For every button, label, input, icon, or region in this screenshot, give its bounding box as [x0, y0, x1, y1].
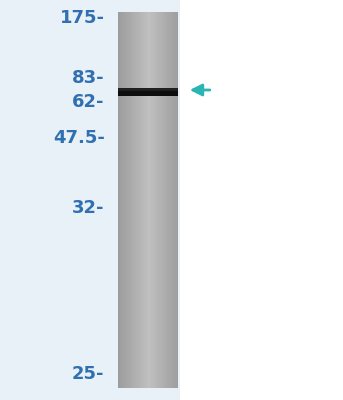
Bar — [137, 12, 138, 388]
Bar — [171, 12, 172, 388]
Bar — [127, 12, 129, 388]
Text: 32-: 32- — [72, 199, 105, 217]
Bar — [168, 12, 169, 388]
Bar — [126, 12, 127, 388]
Bar — [123, 12, 124, 388]
Bar — [157, 12, 159, 388]
Bar — [118, 88, 178, 89]
Bar — [145, 12, 147, 388]
Bar — [138, 12, 139, 388]
Bar — [148, 12, 150, 388]
Bar — [132, 12, 133, 388]
Bar — [151, 12, 153, 388]
Bar — [118, 12, 178, 388]
Text: 25-: 25- — [72, 365, 105, 383]
Bar — [165, 12, 166, 388]
Bar — [160, 12, 162, 388]
Bar — [124, 12, 126, 388]
Bar — [162, 12, 163, 388]
Bar — [159, 12, 160, 388]
Bar — [177, 12, 178, 388]
Bar — [133, 12, 135, 388]
Bar — [154, 12, 156, 388]
Bar — [141, 12, 142, 388]
Text: 83-: 83- — [72, 69, 105, 87]
Bar — [180, 0, 343, 400]
Bar — [118, 12, 120, 388]
Bar — [118, 94, 178, 95]
Bar — [142, 12, 144, 388]
Bar — [163, 12, 165, 388]
Bar — [174, 12, 175, 388]
Bar — [130, 12, 132, 388]
Bar — [144, 12, 145, 388]
Bar — [129, 12, 130, 388]
Bar — [175, 12, 177, 388]
Bar — [153, 12, 154, 388]
Bar — [172, 12, 174, 388]
Bar — [118, 90, 178, 91]
Bar — [118, 93, 178, 94]
Bar — [166, 12, 168, 388]
Bar — [169, 12, 171, 388]
Bar — [118, 92, 178, 93]
Bar — [118, 91, 178, 92]
Bar — [121, 12, 123, 388]
Bar — [135, 12, 137, 388]
Bar — [150, 12, 151, 388]
Bar — [118, 89, 178, 90]
Bar — [118, 95, 178, 96]
Bar — [120, 12, 121, 388]
Bar — [147, 12, 148, 388]
Text: 175-: 175- — [60, 9, 105, 27]
Text: 62-: 62- — [72, 93, 105, 111]
Bar — [156, 12, 157, 388]
Bar — [118, 91, 178, 96]
Bar — [139, 12, 141, 388]
Text: 47.5-: 47.5- — [53, 129, 105, 147]
